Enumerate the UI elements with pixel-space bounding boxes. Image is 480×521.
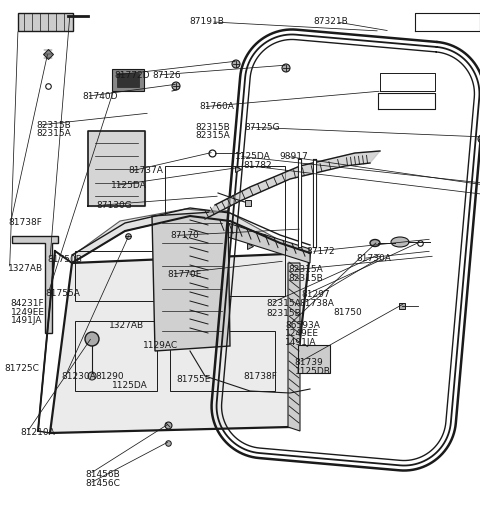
Text: 1491JA: 1491JA — [285, 338, 317, 348]
Text: 87191B: 87191B — [189, 17, 224, 27]
Text: 81230A: 81230A — [61, 371, 96, 381]
Polygon shape — [12, 236, 58, 333]
Text: 81738A: 81738A — [299, 299, 334, 308]
Text: 87130G: 87130G — [96, 201, 132, 210]
Text: 1125DA: 1125DA — [111, 181, 147, 190]
Bar — [298, 345, 330, 373]
Text: 81738F: 81738F — [9, 218, 43, 228]
Bar — [75, 251, 157, 301]
Text: 1327AB: 1327AB — [8, 264, 43, 274]
Text: 82315A: 82315A — [288, 265, 323, 275]
Text: 82315A: 82315A — [266, 299, 301, 308]
Bar — [170, 331, 275, 391]
Text: 87126: 87126 — [153, 70, 181, 80]
Text: 81456B: 81456B — [85, 469, 120, 479]
Text: 98917: 98917 — [279, 152, 308, 161]
Text: 81297: 81297 — [301, 290, 330, 299]
Polygon shape — [288, 263, 300, 431]
Circle shape — [478, 135, 480, 143]
Polygon shape — [88, 131, 145, 206]
Bar — [18, 13, 73, 31]
Circle shape — [232, 60, 240, 68]
Text: 1125DA: 1125DA — [112, 381, 148, 390]
Text: 81782: 81782 — [244, 161, 273, 170]
Text: 82315B: 82315B — [36, 120, 71, 130]
Text: 1249EE: 1249EE — [285, 329, 319, 339]
Text: 87125G: 87125G — [245, 122, 280, 132]
Text: 81730A: 81730A — [356, 254, 391, 263]
Text: 81772D: 81772D — [114, 70, 150, 80]
Text: 1129AC: 1129AC — [143, 341, 178, 351]
Text: 81760A: 81760A — [199, 102, 234, 111]
Text: 1125DB: 1125DB — [295, 367, 331, 376]
Text: 81290: 81290 — [95, 371, 124, 381]
Circle shape — [88, 372, 96, 380]
Text: 81755E: 81755E — [177, 375, 211, 384]
Text: 81210A: 81210A — [20, 428, 55, 437]
Text: 81737A: 81737A — [129, 166, 164, 176]
Text: 1491JA: 1491JA — [11, 316, 42, 326]
Circle shape — [85, 332, 99, 346]
Polygon shape — [185, 219, 215, 341]
Text: 81725C: 81725C — [5, 364, 40, 374]
Text: 81739: 81739 — [295, 358, 324, 367]
Ellipse shape — [370, 240, 380, 246]
Text: 81755A: 81755A — [46, 289, 81, 299]
Text: 81770E: 81770E — [167, 269, 202, 279]
Text: 1125DA: 1125DA — [235, 152, 271, 161]
Bar — [117, 73, 139, 87]
Bar — [165, 166, 285, 296]
Polygon shape — [72, 209, 310, 263]
Bar — [112, 69, 144, 91]
Text: 87172: 87172 — [306, 247, 335, 256]
Polygon shape — [205, 151, 380, 219]
Polygon shape — [215, 219, 310, 263]
Text: 81750B: 81750B — [47, 255, 82, 264]
Circle shape — [172, 82, 180, 90]
Text: 82315B: 82315B — [196, 122, 230, 132]
Text: 82315A: 82315A — [36, 129, 71, 139]
Text: 1249EE: 1249EE — [11, 307, 45, 317]
Text: 87170: 87170 — [170, 231, 199, 240]
Text: 1327AB: 1327AB — [108, 320, 144, 330]
Bar — [75, 321, 157, 391]
Text: 81750: 81750 — [333, 308, 362, 317]
Text: 81738F: 81738F — [243, 371, 277, 381]
Text: 84231F: 84231F — [11, 299, 44, 308]
Polygon shape — [50, 253, 310, 433]
Circle shape — [282, 64, 290, 72]
Text: 81456C: 81456C — [85, 479, 120, 488]
Text: 82315A: 82315A — [196, 131, 230, 141]
Ellipse shape — [391, 237, 409, 247]
Text: 87321B: 87321B — [314, 17, 348, 27]
Text: 86593A: 86593A — [285, 320, 320, 330]
Text: 81740D: 81740D — [83, 92, 118, 101]
Text: 82315B: 82315B — [288, 274, 323, 283]
Polygon shape — [152, 211, 230, 351]
Text: 82315B: 82315B — [266, 309, 301, 318]
